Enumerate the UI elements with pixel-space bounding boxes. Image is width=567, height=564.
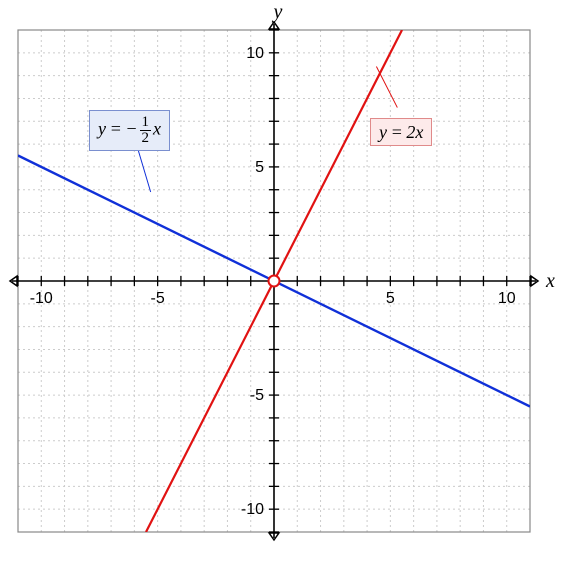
y-tick-label: -10 xyxy=(241,501,264,518)
eq-blue-suffix: x xyxy=(153,119,161,139)
eq-blue-prefix: y = − xyxy=(98,119,138,139)
chart-svg: -10 -5 5 10 -10 -5 5 10 x y xyxy=(0,0,567,564)
y-tick-label: -5 xyxy=(250,387,264,404)
equation-label-red: y = 2x xyxy=(370,118,432,146)
x-tick-label: 5 xyxy=(386,290,395,307)
origin-marker xyxy=(269,276,280,287)
x-axis-label: x xyxy=(545,270,555,292)
y-axis-label: y xyxy=(272,1,283,23)
eq-blue-frac-num: 1 xyxy=(140,115,152,131)
y-tick-label: 10 xyxy=(246,45,264,62)
eq-blue-frac-den: 2 xyxy=(140,131,152,146)
equation-label-blue: y = −12x xyxy=(89,110,170,151)
coordinate-plane-chart: -10-5510-10-5510xy y = −12x y = 2x xyxy=(0,0,567,564)
x-tick-label: -5 xyxy=(151,290,165,307)
eq-blue-fraction: 12 xyxy=(140,115,152,146)
y-tick-label: 5 xyxy=(255,159,264,176)
eq-red-text: y = 2x xyxy=(379,122,423,142)
x-tick-label: -10 xyxy=(30,290,53,307)
x-tick-label: 10 xyxy=(498,290,516,307)
